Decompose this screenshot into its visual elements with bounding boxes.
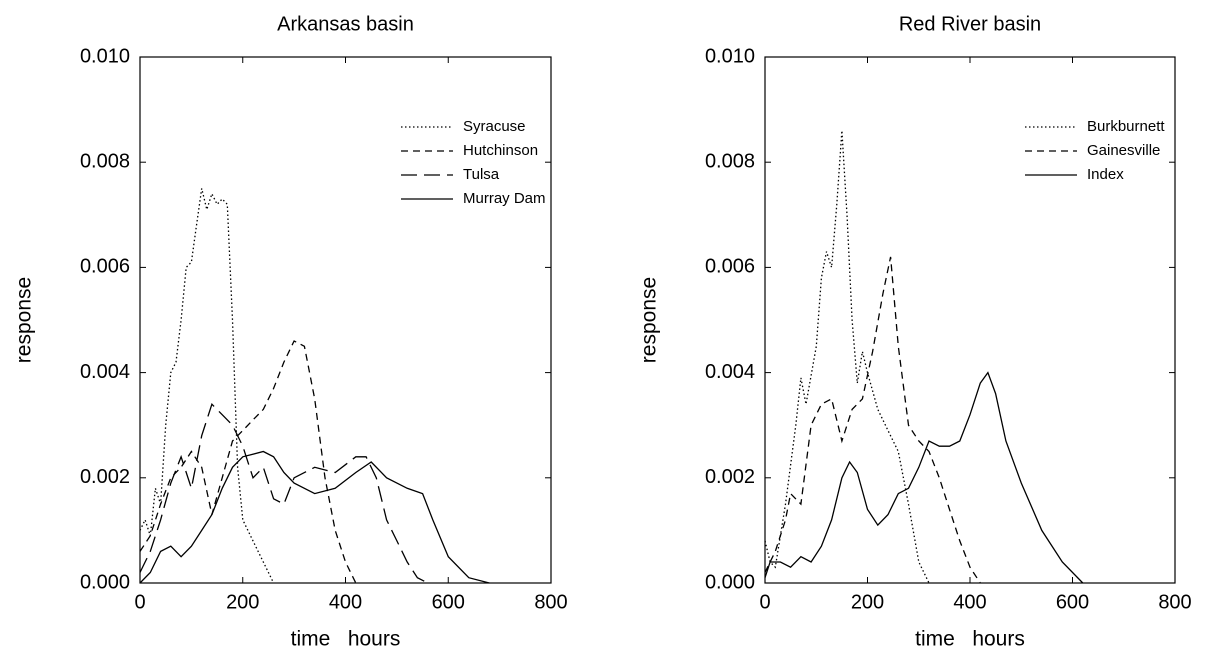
plot-frame xyxy=(139,56,552,584)
y-tick-label: 0.008 xyxy=(705,150,755,172)
legend-label: Gainesville xyxy=(1087,142,1160,159)
legend-label: Tulsa xyxy=(463,166,500,183)
plot-frame xyxy=(764,56,1176,584)
x-tick-label: 800 xyxy=(534,591,567,613)
legend-label: Murray Dam xyxy=(463,190,546,207)
x-tick-label: 800 xyxy=(1158,591,1191,613)
y-tick-label: 0.000 xyxy=(80,571,130,593)
y-tick-label: 0.002 xyxy=(705,466,755,488)
x-axis-label: time hours xyxy=(291,628,401,651)
y-axis-label: response xyxy=(13,277,36,363)
y-tick-label: 0.008 xyxy=(80,150,130,172)
y-tick-label: 0.002 xyxy=(80,466,130,488)
y-axis-label: response xyxy=(638,277,661,363)
line-series xyxy=(139,340,357,584)
y-tick-label: 0.004 xyxy=(80,361,130,383)
line-series xyxy=(139,402,428,584)
y-tick-label: 0.006 xyxy=(80,256,130,278)
y-tick-label: 0.000 xyxy=(705,571,755,593)
x-tick-label: 200 xyxy=(851,591,884,613)
y-tick-label: 0.010 xyxy=(80,45,130,67)
legend-label: Syracuse xyxy=(463,118,526,135)
x-tick-label: 600 xyxy=(432,591,465,613)
legend-label: Index xyxy=(1087,166,1124,183)
y-tick-label: 0.004 xyxy=(705,361,755,383)
legend-label: Hutchinson xyxy=(463,142,538,159)
legend-label: Burkburnett xyxy=(1087,118,1165,135)
x-tick-label: 400 xyxy=(329,591,362,613)
y-tick-label: 0.010 xyxy=(705,45,755,67)
chart-title: Red River basin xyxy=(899,13,1041,35)
x-tick-label: 0 xyxy=(759,591,770,613)
y-tick-label: 0.006 xyxy=(705,256,755,278)
x-tick-label: 0 xyxy=(134,591,145,613)
line-series xyxy=(764,371,1084,584)
chart-title: Arkansas basin xyxy=(277,13,414,35)
line-series xyxy=(139,450,490,584)
line-series xyxy=(139,188,275,584)
line-series xyxy=(764,256,981,584)
x-tick-label: 200 xyxy=(226,591,259,613)
line-series xyxy=(764,130,930,584)
x-tick-label: 600 xyxy=(1056,591,1089,613)
x-axis-label: time hours xyxy=(915,628,1025,651)
x-tick-label: 400 xyxy=(953,591,986,613)
